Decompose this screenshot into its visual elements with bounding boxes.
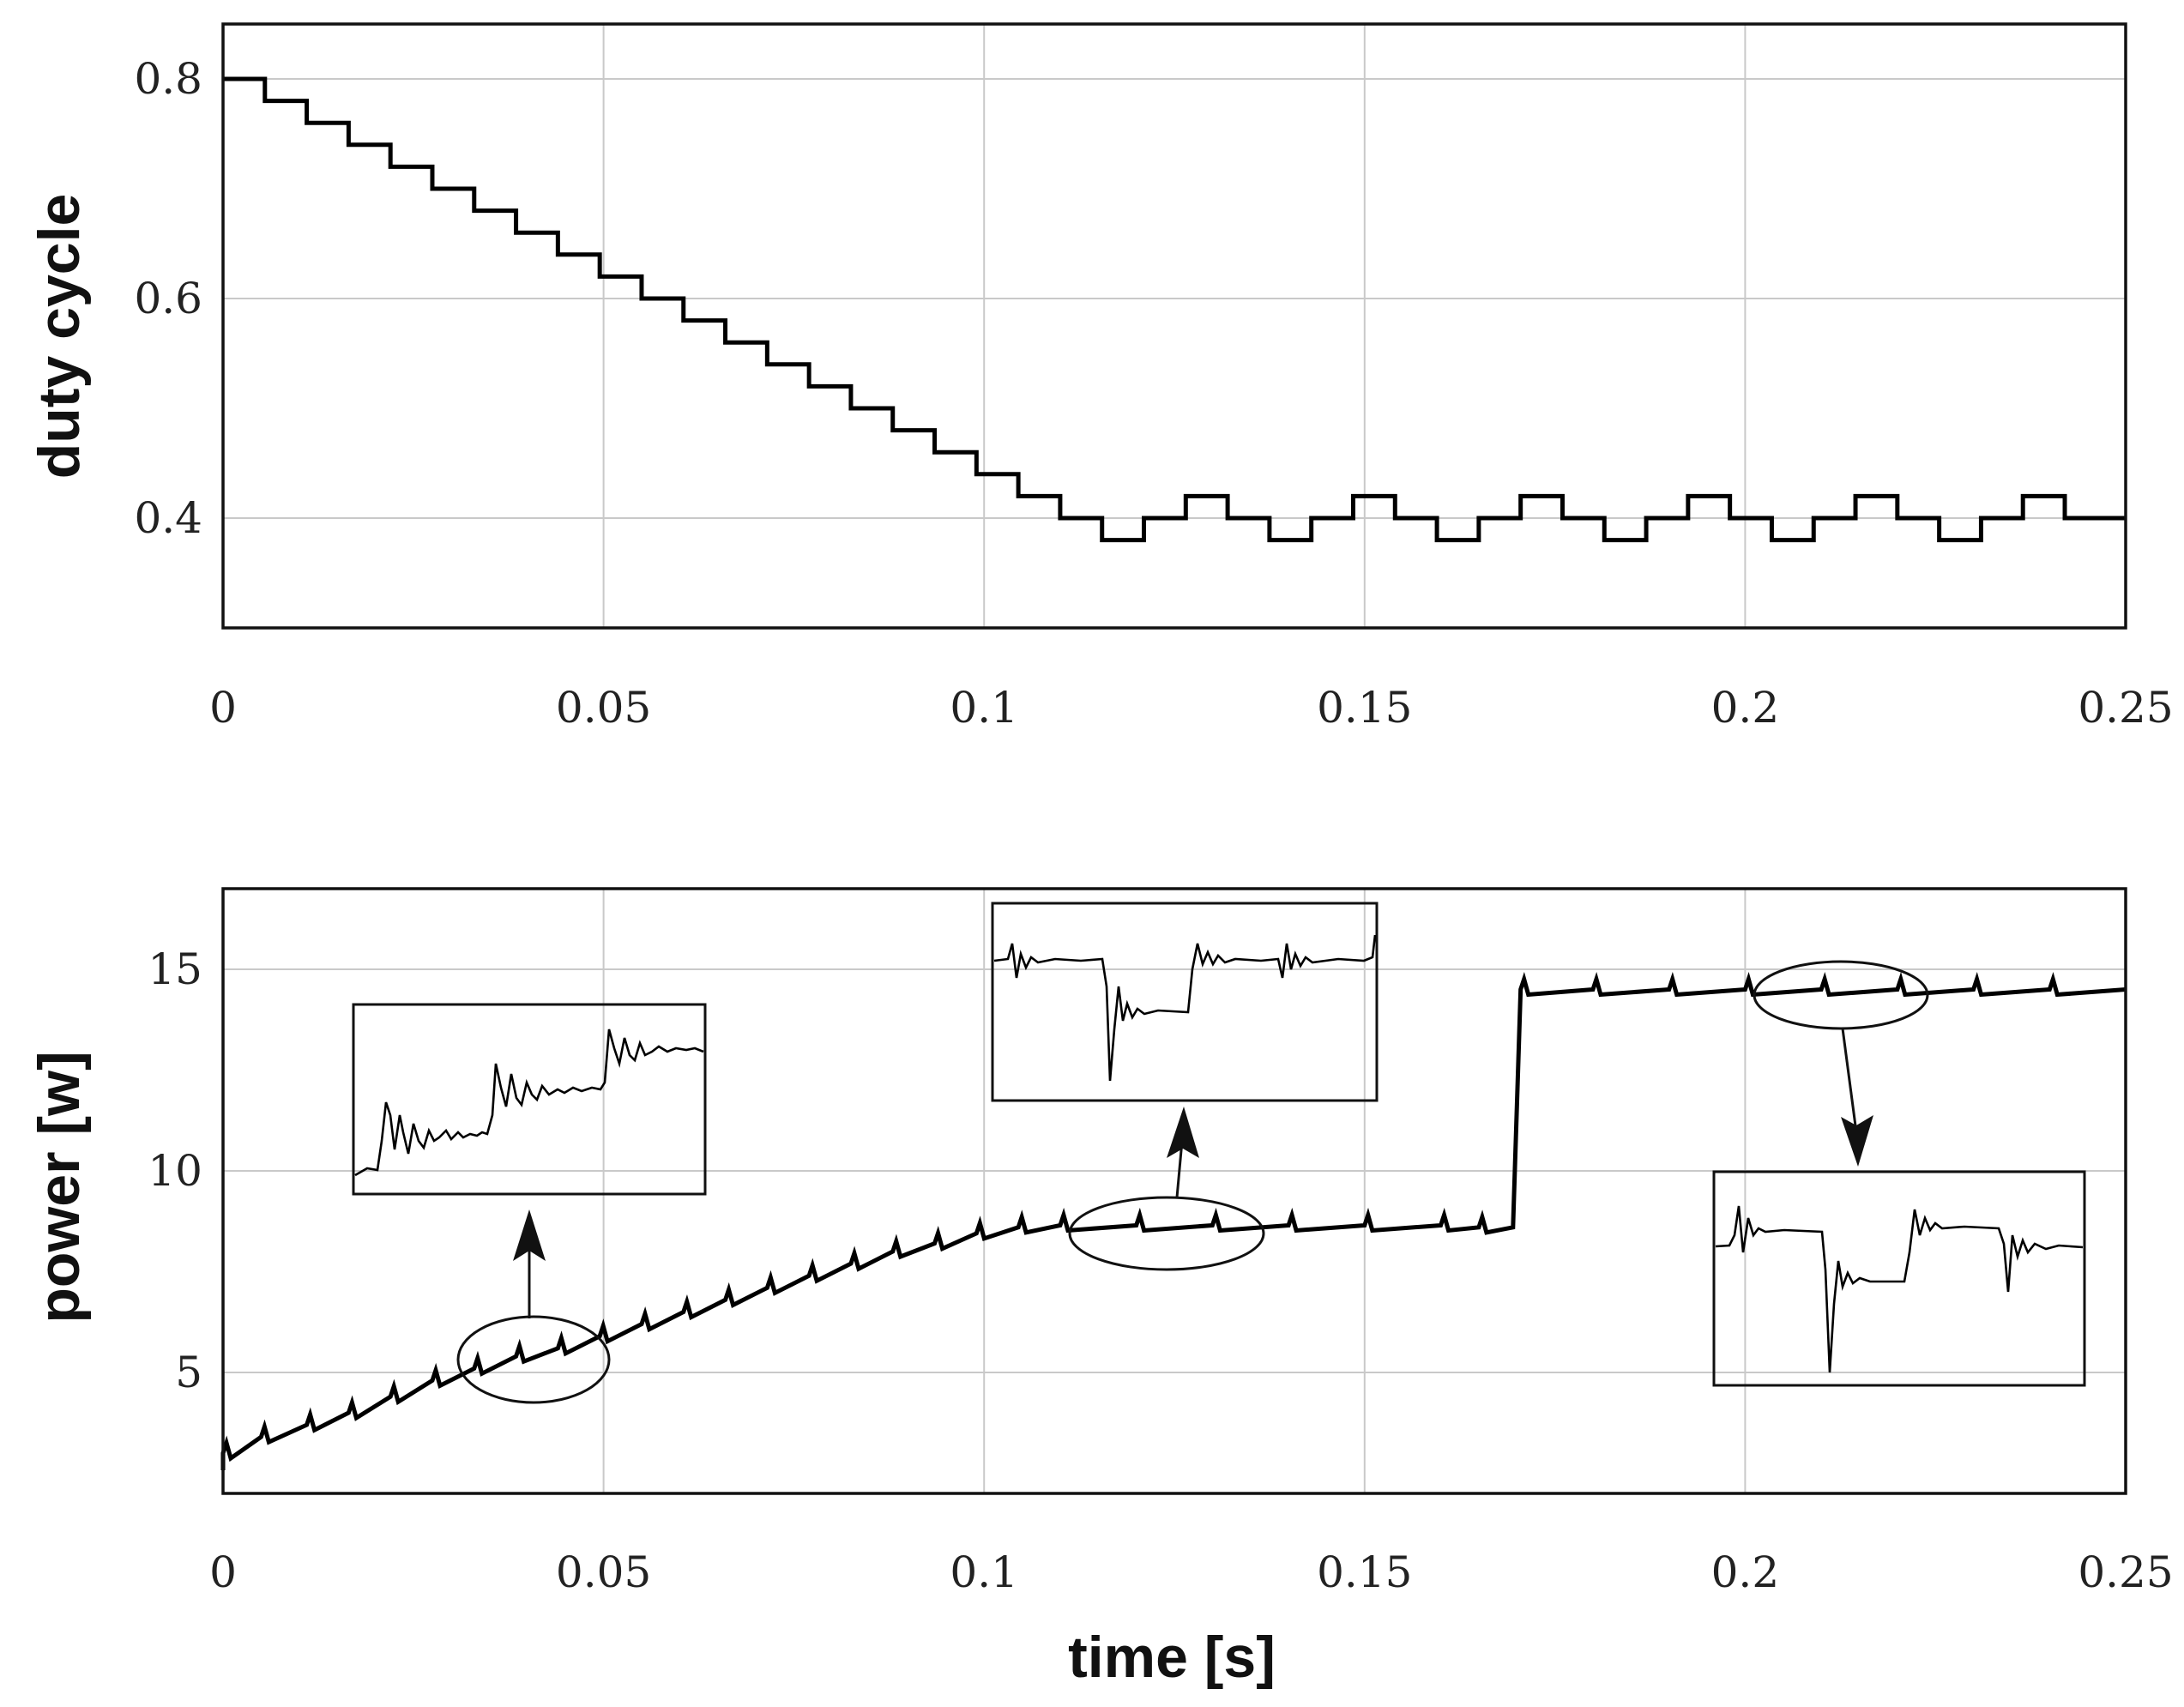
power-x-tick-label: 0.1 [950,1547,1018,1597]
zoom-inset-2 [991,902,1379,1102]
power-x-tick-label: 0.2 [1711,1547,1780,1597]
zoom-inset-1-trace [354,1028,704,1177]
zoom-arrow-3 [1841,1028,1858,1133]
power-x-tick-label: 0.05 [556,1547,651,1597]
power-x-tick-labels: 0 0.05 0.1 0.15 0.2 0.25 [209,1547,2174,1597]
zoom-arrowhead-1 [513,1209,546,1261]
duty-cycle-x-tick-label: 0.15 [1317,683,1412,733]
power-y-tick-label: 5 [175,1348,202,1397]
power-y-axis-label: power [w] [27,1051,92,1323]
power-x-axis-label: time [s] [1068,1625,1276,1690]
duty-cycle-plot-frame [221,22,2127,630]
power-series-line [220,971,2127,1470]
power-x-tick-label: 0.15 [1317,1547,1412,1597]
zoom-inset-1 [352,1003,707,1196]
power-y-tick-label: 15 [148,944,202,994]
power-y-tick-label: 10 [148,1146,202,1196]
zoom-ellipse-1 [456,1315,611,1404]
duty-cycle-series-line [223,76,2126,543]
duty-cycle-y-tick-label: 0.6 [134,274,202,323]
duty-cycle-y-axis-label: duty cycle [27,194,92,480]
zoom-annotations [352,902,2086,1404]
duty-cycle-grid [222,24,2127,628]
duty-cycle-y-tick-label: 0.4 [134,493,202,543]
duty-cycle-y-tick-label: 0.8 [134,54,202,104]
zoom-inset-3 [1712,1170,2086,1387]
power-plot-frame [221,887,2127,1495]
zoom-ellipse-2 [1068,1196,1265,1271]
zoom-arrow-2 [1175,1140,1184,1198]
zoom-inset-2-trace [993,934,1377,1082]
power-x-tick-label: 0.25 [2078,1547,2173,1597]
power-x-tick-label: 0 [209,1547,237,1597]
duty-cycle-x-tick-label: 0 [209,683,237,733]
duty-cycle-y-tick-labels: 0.4 0.6 0.8 [134,54,202,543]
duty-cycle-x-tick-label: 0.2 [1711,683,1780,733]
duty-cycle-panel: 0 0.05 0.1 0.15 0.2 0.25 0.4 0.6 0.8 duty cycle [27,22,2174,733]
power-grid [222,889,2127,1493]
power-panel: 0 0.05 0.1 0.15 0.2 0.25 5 10 15 power [w] time… [27,887,2174,1690]
power-y-tick-labels: 5 10 15 [148,944,202,1397]
zoom-inset-3-trace [1715,1205,2084,1373]
duty-cycle-x-tick-label: 0.25 [2078,683,2173,733]
duty-cycle-x-tick-label: 0.05 [556,683,651,733]
duty-cycle-x-tick-label: 0.1 [950,683,1018,733]
zoom-ellipse-3 [1753,960,1929,1030]
zoom-arrowhead-2 [1167,1107,1199,1158]
duty-cycle-x-tick-labels: 0 0.05 0.1 0.15 0.2 0.25 [209,683,2174,733]
zoom-arrowhead-3 [1841,1115,1873,1167]
